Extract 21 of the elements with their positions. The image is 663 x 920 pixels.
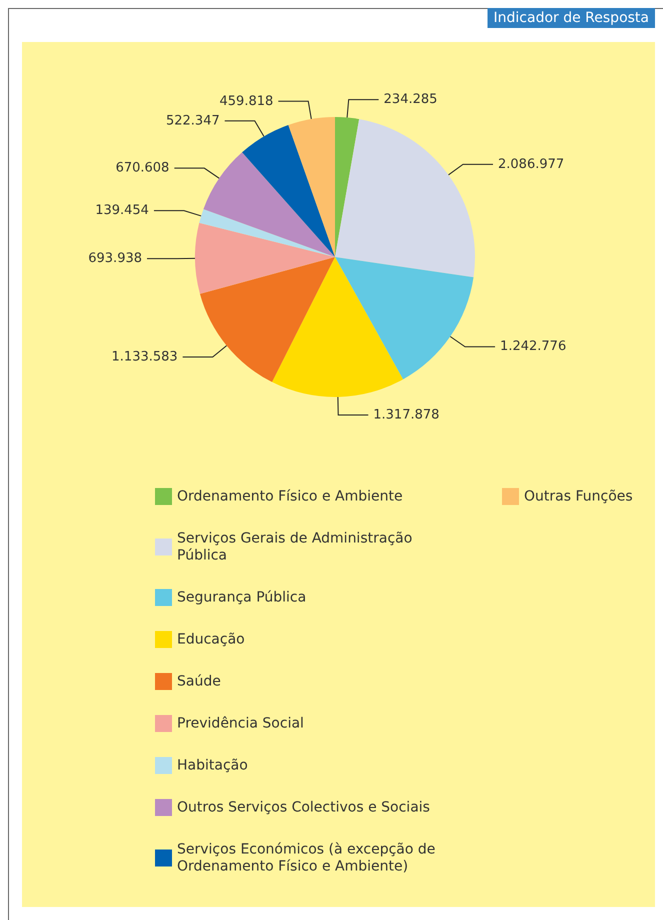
legend-label: Outras Funções — [524, 488, 633, 504]
data-label: 522.347 — [166, 113, 220, 128]
data-label: 234.285 — [384, 92, 438, 108]
data-label: 670.608 — [116, 160, 170, 176]
chart-title: Indicador de Resposta — [494, 10, 649, 26]
data-label: 459.818 — [220, 94, 274, 109]
data-label: 139.454 — [95, 203, 149, 218]
legend-label: Serviços Gerais de Administração Pública — [177, 530, 417, 564]
legend-label: Outros Serviços Colectivos e Sociais — [177, 800, 430, 816]
legend-label: Segurança Pública — [177, 590, 306, 606]
legend-label: Saúde — [177, 674, 221, 690]
legend-label: Educação — [177, 632, 245, 648]
data-label: 1.242.776 — [500, 339, 566, 354]
legend-label: Ordenamento Físico e Ambiente — [177, 488, 403, 504]
legend-label: Previdência Social — [177, 716, 304, 732]
data-label: 693.938 — [88, 251, 142, 266]
data-label: 2.086.977 — [498, 156, 564, 172]
legend-label: Serviços Económicos (à excepção de Ordenamento Físico e Ambiente) — [177, 842, 440, 874]
legend-label: Habitação — [177, 758, 248, 774]
data-label: 1.133.583 — [112, 350, 178, 365]
data-label: 1.317.878 — [373, 407, 440, 422]
